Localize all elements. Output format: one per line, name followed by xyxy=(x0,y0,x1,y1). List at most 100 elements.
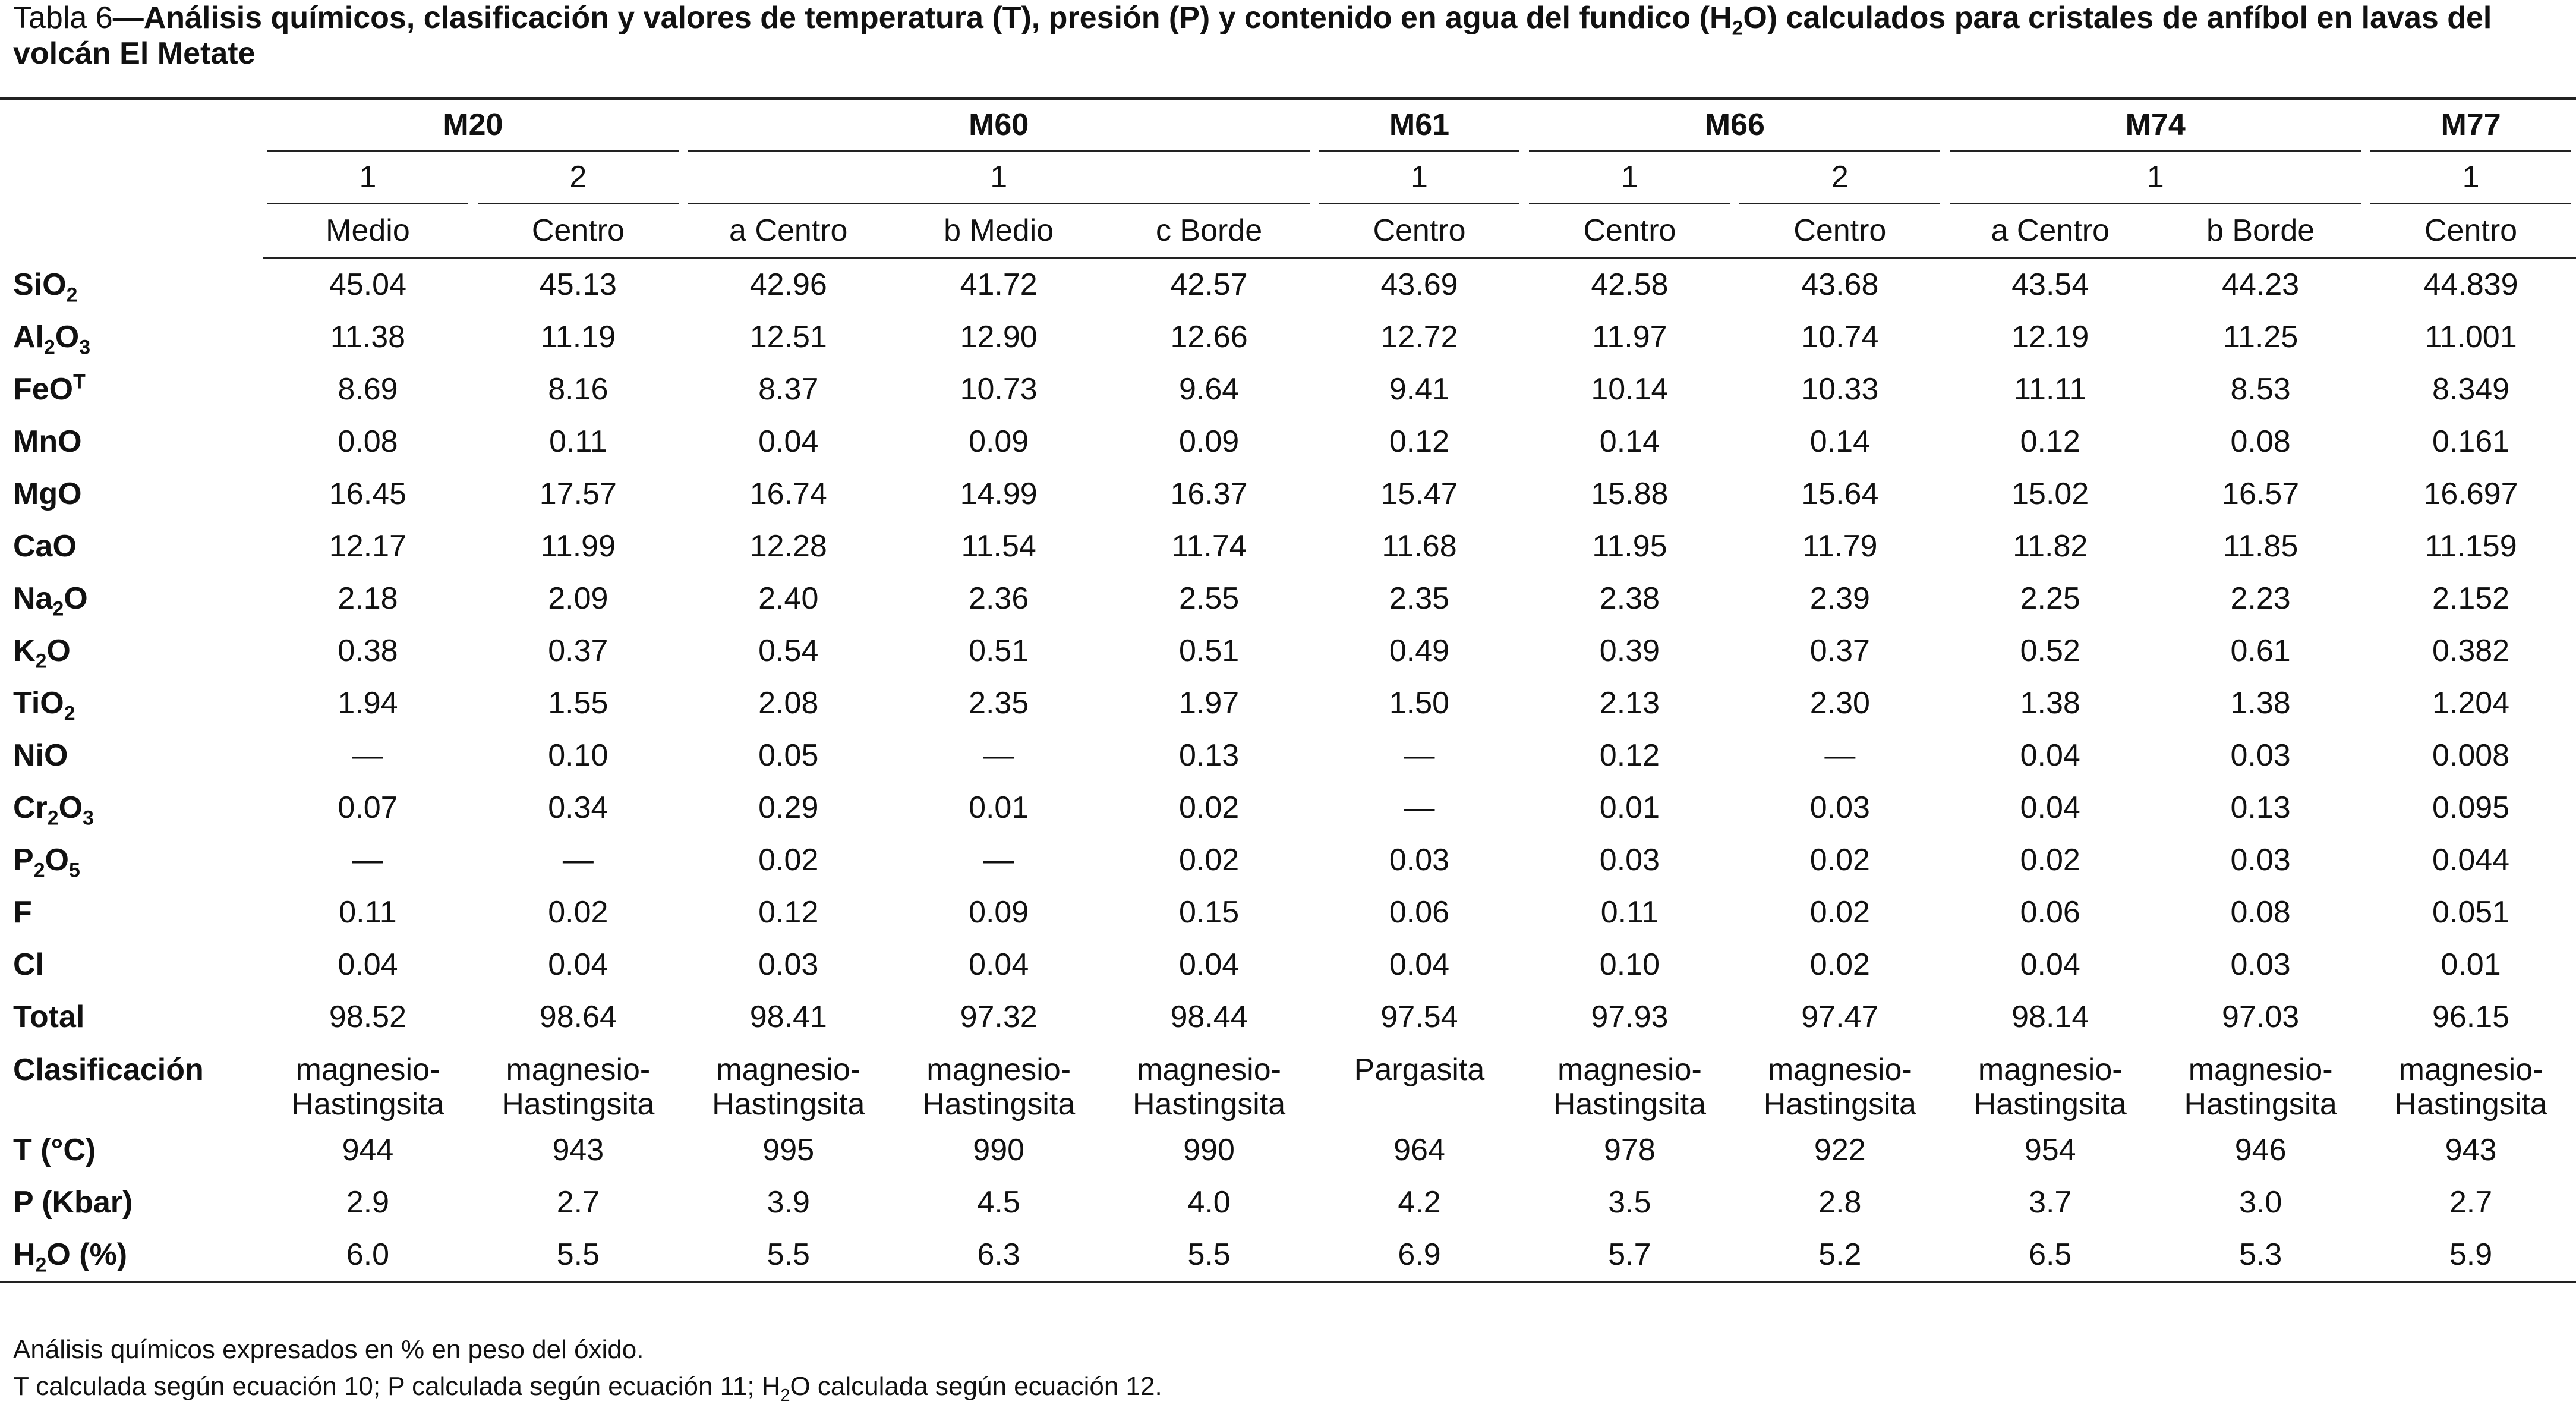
cell: 0.095 xyxy=(2432,790,2510,825)
text-part: Cr xyxy=(13,790,48,825)
cell: 990 xyxy=(973,1133,1025,1167)
text-part: O xyxy=(58,790,83,825)
cell: 0.03 xyxy=(2230,947,2291,982)
cell: 0.12 xyxy=(758,895,819,930)
data-row: K2O 0.38 0.37 0.54 0.51 0.51 0.49 0.39 0.37 0.52 0… xyxy=(0,625,2576,677)
cell: — xyxy=(983,843,1014,877)
cell: 0.04 xyxy=(2020,738,2080,773)
row-label: T (°C) xyxy=(0,1124,263,1176)
cell: 12.28 xyxy=(749,529,827,563)
cell: 12.90 xyxy=(960,320,1038,354)
group-name: M20 xyxy=(267,100,679,152)
cell: 0.04 xyxy=(548,947,608,982)
group-name: M77 xyxy=(2370,100,2571,152)
cell: — xyxy=(352,738,383,773)
text-part: SiO xyxy=(13,267,67,302)
cell: magnesio-Hastingsita xyxy=(1973,1053,2127,1122)
text-part: 2 xyxy=(1732,17,1743,40)
cell: 0.15 xyxy=(1178,895,1240,930)
cell: 0.29 xyxy=(758,790,819,825)
text-part: 2 xyxy=(35,1253,47,1277)
cell: 5.3 xyxy=(2238,1237,2282,1272)
cell: 98.44 xyxy=(1170,1000,1248,1034)
cell: 10.74 xyxy=(1801,320,1879,354)
cell: 0.02 xyxy=(758,843,819,877)
data-row: Cl 0.04 0.04 0.03 0.04 0.04 0.04 0.10 0.02 0.04 0.… xyxy=(0,938,2576,991)
subheader: Centro xyxy=(2366,204,2576,259)
corner xyxy=(0,152,263,204)
cell: 11.54 xyxy=(961,529,1036,563)
cell: 11.79 xyxy=(1802,529,1878,563)
text-part: 2 xyxy=(44,336,55,359)
cell: 0.08 xyxy=(2230,424,2291,459)
cell: 15.88 xyxy=(1591,477,1669,511)
cell: 0.04 xyxy=(758,424,819,459)
cell: 16.37 xyxy=(1170,477,1248,511)
cell: 964 xyxy=(1393,1133,1445,1167)
footnote: T calculada según ecuación 10; P calcula… xyxy=(13,1368,1162,1405)
cell: 0.08 xyxy=(338,424,398,459)
cell: 9.41 xyxy=(1389,372,1450,407)
cell: 6.5 xyxy=(2029,1237,2072,1272)
row-label: Al2O3 xyxy=(0,311,263,363)
sample-name: 2 xyxy=(477,152,679,204)
text-part: O xyxy=(55,320,80,354)
cell: 0.14 xyxy=(1809,424,1870,459)
cell: 11.74 xyxy=(1171,529,1247,563)
cell: 45.13 xyxy=(539,267,617,302)
row-label: NiO xyxy=(0,729,263,782)
cell: 0.01 xyxy=(1599,790,1660,825)
text-part: 3 xyxy=(83,807,94,830)
cell: 5.5 xyxy=(556,1237,600,1272)
cell: 0.37 xyxy=(548,634,608,668)
subheader: b Medio xyxy=(893,204,1104,259)
text-part: Clasificación xyxy=(13,1053,204,1087)
group-cell: M61 xyxy=(1314,100,1525,152)
cell: 11.19 xyxy=(540,320,616,354)
text-part: Al xyxy=(13,320,44,354)
row-label: FeOT xyxy=(0,363,263,415)
group-name: M74 xyxy=(1950,100,2361,152)
cell: 5.2 xyxy=(1818,1237,1862,1272)
text-part: TiO xyxy=(13,686,64,720)
sample-cell: 1 xyxy=(1945,152,2366,204)
data-row: Clasificación magnesio-Hastingsita magnesi… xyxy=(0,1043,2576,1124)
sample-name: 1 xyxy=(688,152,1310,204)
cell: 9.64 xyxy=(1178,372,1240,407)
group-cell: M60 xyxy=(683,100,1314,152)
subheader: b Borde xyxy=(2155,204,2366,259)
cell: 0.11 xyxy=(549,424,607,459)
text-part: FeO xyxy=(13,372,74,407)
cell: 44.839 xyxy=(2423,267,2518,302)
cell: 0.12 xyxy=(2020,424,2080,459)
text-part: T xyxy=(73,370,86,393)
group-cell: M74 xyxy=(1945,100,2366,152)
cell: 0.54 xyxy=(758,634,819,668)
data-row: F 0.11 0.02 0.12 0.09 0.15 0.06 0.11 0.02 0.06 0.0… xyxy=(0,886,2576,938)
cell: — xyxy=(1404,738,1435,773)
cell: 2.30 xyxy=(1809,686,1870,720)
cell: 0.09 xyxy=(1178,424,1240,459)
cell: 97.93 xyxy=(1591,1000,1669,1034)
subheader: Centro xyxy=(472,204,683,259)
text-part: MnO xyxy=(13,424,82,459)
cell: 8.37 xyxy=(758,372,819,407)
group-name: M61 xyxy=(1319,100,1520,152)
cell: 0.051 xyxy=(2432,895,2510,930)
text-part: O xyxy=(64,581,88,616)
cell: 0.06 xyxy=(2020,895,2080,930)
cell: 42.96 xyxy=(749,267,827,302)
cell: magnesio-Hastingsita xyxy=(922,1053,1076,1122)
text-part: O xyxy=(46,634,71,668)
cell: 42.57 xyxy=(1170,267,1248,302)
cell: 11.85 xyxy=(2222,529,2298,563)
cell: 0.03 xyxy=(758,947,819,982)
subheader: Centro xyxy=(1314,204,1525,259)
cell: 2.39 xyxy=(1809,581,1870,616)
text-part: Análisis químicos expresados en % en pes… xyxy=(13,1335,644,1364)
sample-cell: 2 xyxy=(1735,152,1945,204)
sample-name: 1 xyxy=(267,152,468,204)
cell: 2.18 xyxy=(338,581,398,616)
cell: magnesio-Hastingsita xyxy=(291,1053,444,1122)
